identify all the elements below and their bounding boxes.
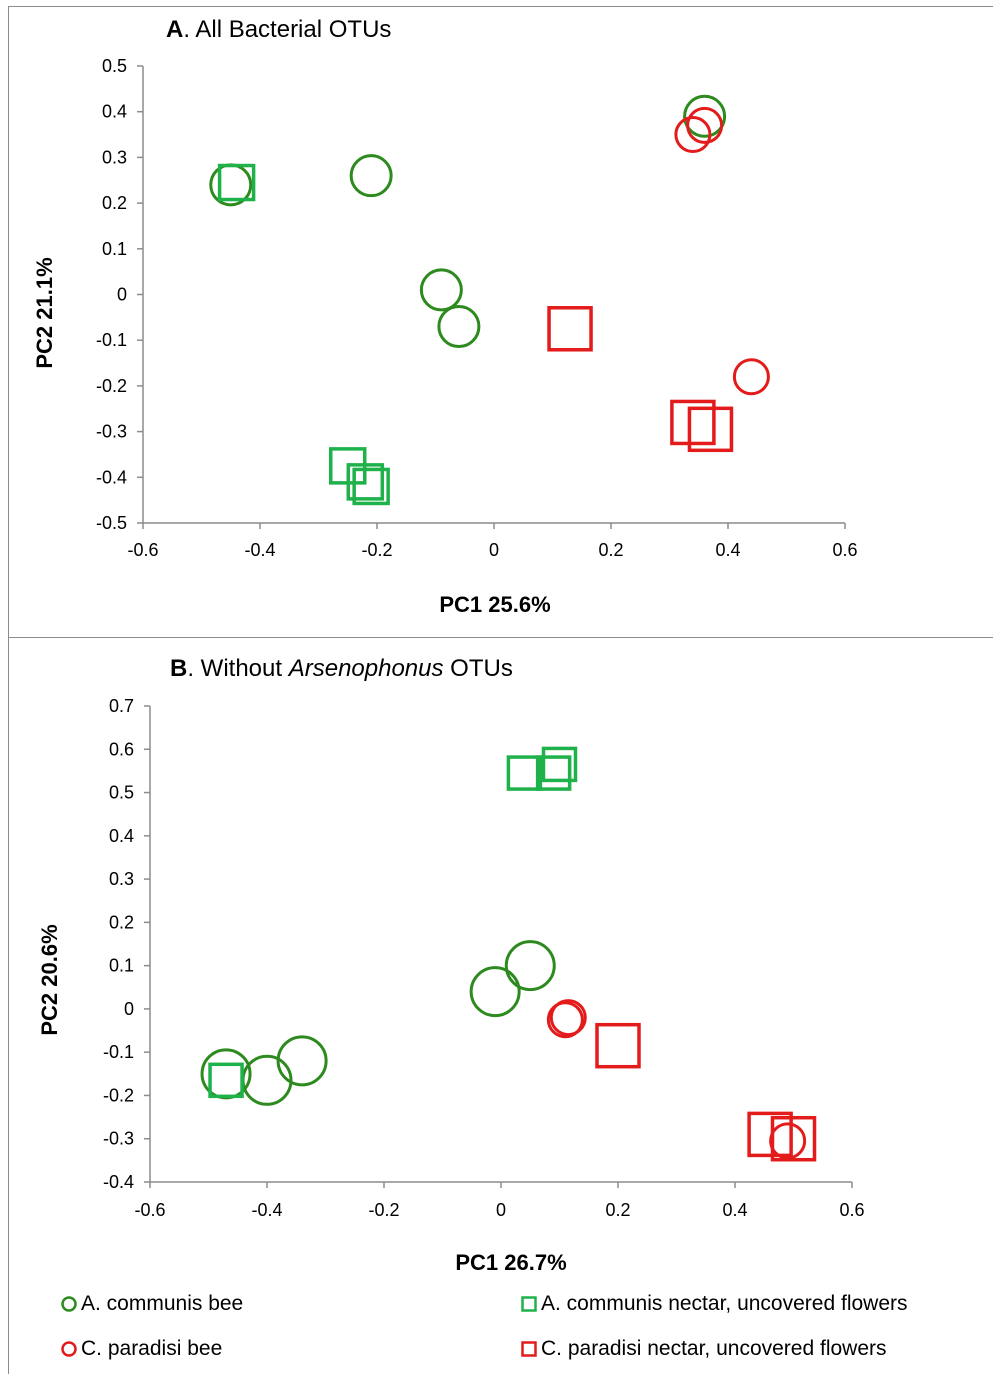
data-point-square [346, 463, 385, 501]
data-point-circle [546, 1001, 584, 1039]
data-point-circle [683, 94, 727, 138]
y-tick-label: -0.4 [103, 1172, 134, 1192]
y-tick-label: 0.7 [109, 696, 134, 716]
y-tick-label: 0.5 [102, 56, 127, 76]
x-tick-label: -0.2 [368, 1200, 399, 1220]
data-point-circle [504, 940, 556, 992]
y-tick-label: 0.1 [102, 239, 127, 259]
y-tick-label: 0.4 [109, 826, 134, 846]
y-tick-label: 0.1 [109, 956, 134, 976]
x-tick-label: 0.4 [722, 1200, 747, 1220]
legend-marker-square-green [521, 1296, 537, 1312]
data-point-square [535, 755, 572, 791]
legend-label: C. paradisi bee [81, 1337, 223, 1360]
panel-divider [8, 637, 993, 638]
y-tick-label: 0.3 [102, 147, 127, 167]
data-point-square [687, 406, 734, 453]
scatter-plot-a: 0.5 0.4 0.3 0.2 0.1 0 -0.1 -0.2 -0.3 -0.4 -0.5-0.6… [32, 56, 858, 617]
legend-marker-circle-red [61, 1341, 77, 1357]
y-tick-label: 0.2 [102, 193, 127, 213]
data-point-circle [469, 966, 521, 1018]
y-tick-label: 0 [117, 285, 127, 305]
panel-b-title: B. Without Arsenophonus OTUs [170, 655, 513, 683]
y-tick-label: -0.1 [96, 330, 127, 350]
y-tick-label: -0.2 [96, 376, 127, 396]
data-point-square [217, 163, 256, 202]
x-tick-label: 0.6 [832, 540, 857, 560]
legend-label: C. paradisi nectar, uncovered flowers [541, 1337, 887, 1360]
data-point-square [506, 755, 543, 791]
data-point-circle [419, 268, 463, 312]
x-tick-label: -0.4 [251, 1200, 282, 1220]
y-tick-label: 0.3 [109, 869, 134, 889]
y-tick-label: -0.4 [96, 467, 127, 487]
y-tick-label: 0.6 [109, 739, 134, 759]
data-point-circle [549, 999, 587, 1037]
data-point-circle [437, 304, 481, 348]
y-tick-label: -0.5 [96, 513, 127, 533]
legend-item-a-communis-bee: A. communis bee [60, 1292, 243, 1316]
y-tick-label: -0.3 [96, 422, 127, 442]
x-axis-label: PC1 26.7% [455, 1250, 566, 1275]
legend-label: A. communis nectar, uncovered flowers [541, 1292, 908, 1315]
legend-item-c-paradisi-nectar: C. paradisi nectar, uncovered flowers [520, 1337, 887, 1361]
data-point-circle [686, 106, 724, 144]
legend-item-c-paradisi-bee: C. paradisi bee [60, 1337, 222, 1361]
data-point-square [541, 746, 578, 783]
x-tick-label: -0.2 [361, 540, 392, 560]
data-point-square [547, 306, 593, 352]
legend: A. communis bee A. communis nectar, unco… [0, 1282, 993, 1374]
x-tick-label: -0.6 [134, 1200, 165, 1220]
panel-b-title-italic: Arsenophonus [288, 655, 444, 682]
data-point-square [670, 399, 716, 446]
x-tick-label: 0.6 [839, 1200, 864, 1220]
panel-a-title-text: . All Bacterial OTUs [183, 16, 392, 43]
data-point-circle [674, 116, 712, 154]
y-tick-label: 0 [124, 999, 134, 1019]
panel-b-title-text: . Without [187, 655, 289, 682]
scatter-plot-b: 0.70.60.50.40.30.20.10-0.1-0.2-0.3-0.4-0… [37, 696, 865, 1275]
legend-label: A. communis bee [81, 1292, 244, 1315]
x-tick-label: -0.6 [127, 540, 158, 560]
data-point-square [595, 1022, 641, 1069]
data-point-square [770, 1115, 817, 1162]
x-tick-label: -0.4 [244, 540, 275, 560]
x-axis-label: PC1 25.6% [439, 592, 550, 617]
data-point-square [352, 467, 390, 506]
y-tick-label: -0.3 [103, 1129, 134, 1149]
panel-a-title: A. All Bacterial OTUs [166, 16, 391, 44]
y-axis-label: PC2 21.1% [32, 257, 57, 368]
x-tick-label: 0 [496, 1200, 506, 1220]
y-tick-label: 0.2 [109, 912, 134, 932]
x-tick-label: 0.4 [715, 540, 740, 560]
panel-b-letter: B [170, 655, 188, 682]
panel-a-letter: A [166, 16, 184, 43]
y-tick-label: 0.5 [109, 783, 134, 803]
legend-marker-circle-green [61, 1296, 77, 1312]
x-tick-label: 0 [489, 540, 499, 560]
data-point-circle [349, 154, 393, 198]
y-tick-label: 0.4 [102, 102, 127, 122]
y-tick-label: -0.2 [103, 1085, 134, 1105]
legend-item-a-communis-nectar: A. communis nectar, uncovered flowers [520, 1292, 908, 1316]
data-point-square [747, 1111, 793, 1158]
data-point-circle [769, 1122, 807, 1160]
data-point-circle [732, 358, 770, 396]
y-tick-label: -0.1 [103, 1042, 134, 1062]
data-point-circle [276, 1035, 328, 1087]
panel-b-title-tail: OTUs [443, 655, 513, 682]
figure-frame [8, 6, 993, 1374]
x-tick-label: 0.2 [605, 1200, 630, 1220]
data-point-square [208, 1062, 244, 1099]
y-axis-label: PC2 20.6% [37, 924, 62, 1035]
x-tick-label: 0.2 [598, 540, 623, 560]
legend-marker-square-red [521, 1341, 537, 1357]
